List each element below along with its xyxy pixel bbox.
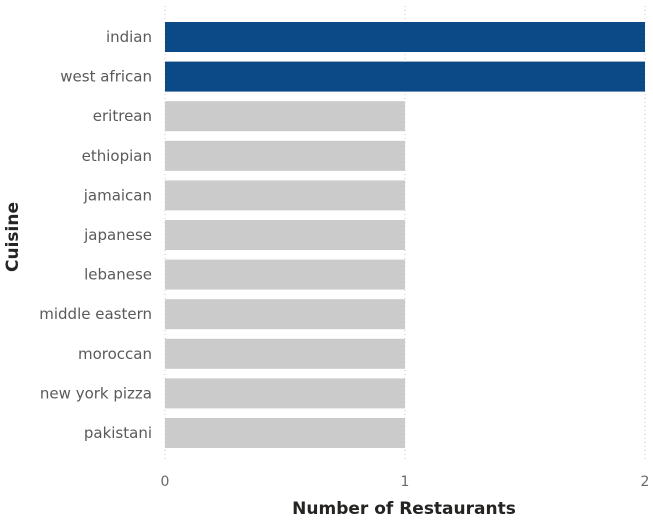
bar-pakistani[interactable] [165,418,405,448]
bars [165,22,645,448]
bar-ethiopian[interactable] [165,140,405,171]
category-label: jamaican [83,186,152,204]
x-tick-labels: 0 1 2 [161,474,650,490]
x-tick-label: 1 [401,474,410,490]
category-label: indian [106,28,152,46]
category-labels: indian west african eritrean ethiopian jamai… [39,28,152,442]
bar-middle-eastern[interactable] [165,299,405,330]
category-label: middle eastern [39,305,152,323]
bar-moroccan[interactable] [165,338,405,369]
category-label: eritrean [93,107,152,125]
x-tick-label: 2 [641,474,650,490]
bar-japanese[interactable] [165,220,405,250]
category-label: japanese [83,226,152,244]
bar-eritrean[interactable] [165,101,405,132]
category-label: new york pizza [40,384,152,402]
bar-indian[interactable] [165,22,645,52]
category-label: pakistani [84,424,152,442]
bar-new-york-pizza[interactable] [165,378,405,409]
category-label: lebanese [84,266,152,284]
y-axis-title: Cuisine [3,202,23,272]
bar-jamaican[interactable] [165,180,405,211]
category-label: west african [60,68,152,86]
category-label: ethiopian [82,147,152,165]
bar-lebanese[interactable] [165,259,405,290]
x-axis-title: Number of Restaurants [292,499,516,519]
x-tick-label: 0 [161,474,170,490]
category-label: moroccan [78,345,152,363]
bar-west-african[interactable] [165,61,645,92]
